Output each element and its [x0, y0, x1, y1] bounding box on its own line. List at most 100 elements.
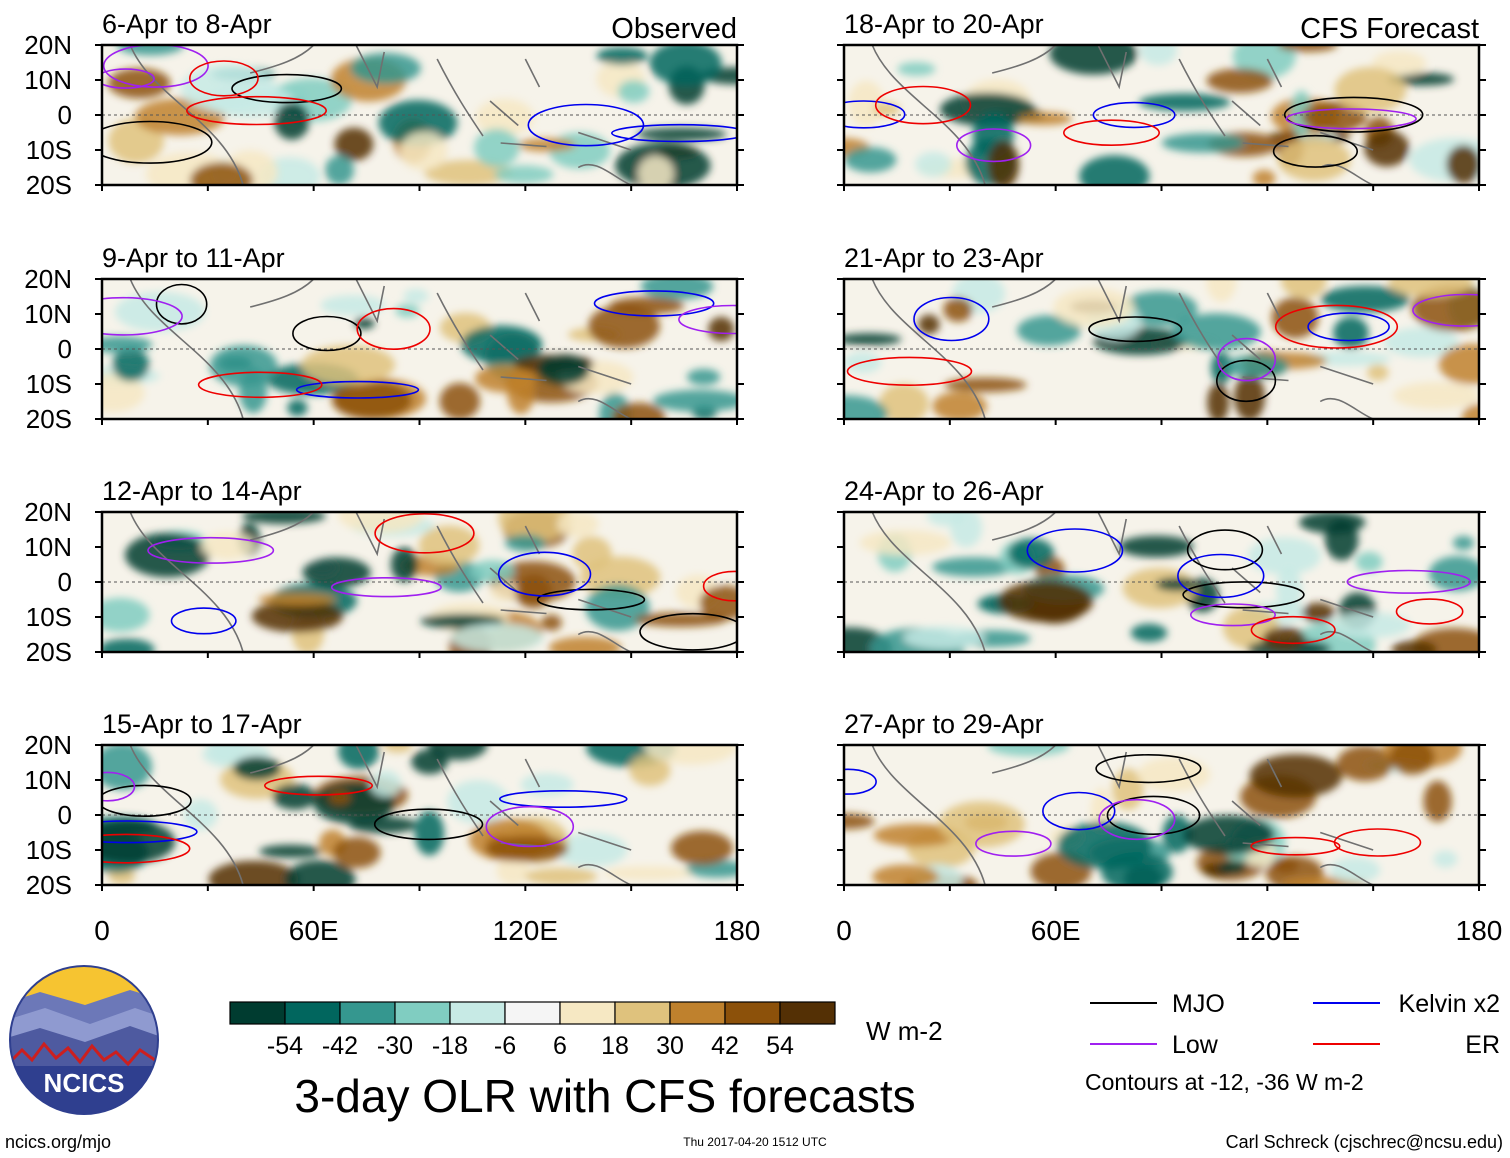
olr-blob — [451, 623, 544, 652]
olr-blob — [943, 297, 973, 322]
olr-blob — [524, 867, 598, 885]
olr-blob — [950, 512, 983, 548]
y-tick-label: 0 — [58, 567, 72, 597]
colorbar-swatch — [614, 1001, 671, 1025]
colorbar-tick-label: -42 — [322, 1032, 358, 1060]
olr-blob — [474, 128, 520, 167]
figure-title: 3-day OLR with CFS forecasts — [294, 1070, 915, 1122]
y-tick-label: 10N — [24, 299, 72, 329]
olr-blob — [844, 395, 888, 419]
olr-blob — [1252, 169, 1276, 185]
olr-blob — [1223, 354, 1289, 378]
olr-blob — [1461, 404, 1479, 419]
colorbar-tick-label: -6 — [494, 1032, 516, 1060]
olr-blob — [938, 801, 1025, 848]
olr-blob — [932, 391, 987, 419]
contour-kelvin-x2 — [170, 607, 237, 635]
olr-blob — [259, 844, 322, 858]
olr-blob — [233, 756, 281, 781]
olr-blob — [638, 156, 674, 185]
colorbar-tick-label: 6 — [553, 1032, 567, 1060]
map-panel: 20N 10N 0 10S 20S 15-Apr to 17-Apr — [24, 709, 744, 900]
olr-blob — [390, 547, 418, 582]
olr-blob — [242, 512, 326, 524]
colorbar-swatch — [339, 1001, 396, 1025]
contour-mjo — [1182, 581, 1305, 609]
olr-blob — [496, 855, 531, 885]
map-panels: 20N 10N 0 10S 20S 6-Apr to 8-Apr Observed 20N 10… — [24, 9, 1486, 900]
x-tick-label: 120E — [493, 915, 558, 946]
y-tick-label: 10S — [26, 602, 72, 632]
olr-blob — [1439, 343, 1479, 385]
contour-er — [189, 60, 259, 97]
panel-date-label: 18-Apr to 20-Apr — [844, 9, 1044, 39]
colorbar-swatch — [284, 1001, 341, 1025]
contour-kelvin-x2 — [844, 100, 906, 129]
olr-blob — [554, 832, 628, 867]
olr-blob — [1330, 857, 1381, 883]
olr-blob — [515, 574, 552, 609]
olr-blob — [102, 638, 155, 652]
olr-blob — [301, 345, 396, 385]
olr-blob — [200, 532, 255, 560]
contour-er — [1333, 828, 1422, 857]
olr-blob — [1355, 551, 1383, 572]
olr-blob — [1280, 279, 1327, 299]
olr-blob — [609, 296, 685, 315]
olr-blob — [629, 754, 671, 786]
map-panel: 20N 10N 0 10S 20S 12-Apr to 14-Apr — [24, 476, 744, 667]
contour-low — [102, 296, 183, 336]
olr-blob — [369, 770, 402, 797]
olr-blob — [334, 127, 374, 161]
olr-blob — [274, 101, 310, 140]
olr-blob — [287, 399, 308, 417]
contour-kelvin-x2 — [913, 296, 990, 342]
olr-blob — [1172, 313, 1261, 351]
contour-mjo — [102, 784, 192, 817]
y-tick-label: 20S — [26, 404, 72, 434]
contour-mjo — [231, 73, 343, 104]
olr-blob — [859, 530, 952, 556]
y-tick-label: 20S — [26, 870, 72, 900]
contour-low — [330, 576, 442, 598]
contour-er — [197, 371, 323, 399]
olr-blob — [1049, 45, 1138, 75]
olr-blob — [1218, 860, 1247, 875]
olr-blob — [939, 92, 1035, 127]
olr-blob — [350, 52, 421, 84]
contour-mjo — [1283, 96, 1424, 133]
y-tick-label: 20N — [24, 730, 72, 760]
map-panel: 21-Apr to 23-Apr — [837, 243, 1486, 425]
contour-mjo — [536, 588, 646, 611]
colorbar-swatch — [669, 1001, 726, 1025]
colorbar-swatch — [394, 1001, 451, 1025]
olr-blob — [190, 162, 253, 185]
olr-blob — [403, 288, 429, 304]
contour-er — [264, 775, 374, 796]
olr-blob — [603, 866, 694, 881]
contour-mjo — [1186, 529, 1264, 571]
colorbar-tick-label: -54 — [267, 1032, 303, 1060]
legend-label: Low — [1172, 1031, 1219, 1059]
contour-note: Contours at -12, -36 W m-2 — [1085, 1069, 1364, 1095]
olr-blob — [209, 345, 278, 387]
contour-mjo — [1088, 316, 1183, 343]
olr-blob — [1017, 112, 1072, 126]
contour-er — [1063, 119, 1161, 146]
map-panel-field — [844, 745, 1479, 885]
map-panel-field — [102, 745, 737, 885]
olr-blob — [1428, 556, 1479, 592]
olr-blob — [1423, 780, 1452, 822]
legend-label: ER — [1465, 1031, 1500, 1059]
map-panel-field — [102, 512, 737, 652]
contour-mjo — [1106, 795, 1201, 836]
olr-blob — [1277, 137, 1351, 182]
olr-blob — [1137, 757, 1211, 792]
y-tick-label: 0 — [58, 100, 72, 130]
x-tick-label: 180 — [1456, 915, 1503, 946]
olr-blob — [1210, 352, 1233, 384]
map-panel-field — [844, 512, 1479, 652]
olr-blob — [485, 835, 569, 862]
footer-url: ncics.org/mjo — [5, 1132, 111, 1152]
